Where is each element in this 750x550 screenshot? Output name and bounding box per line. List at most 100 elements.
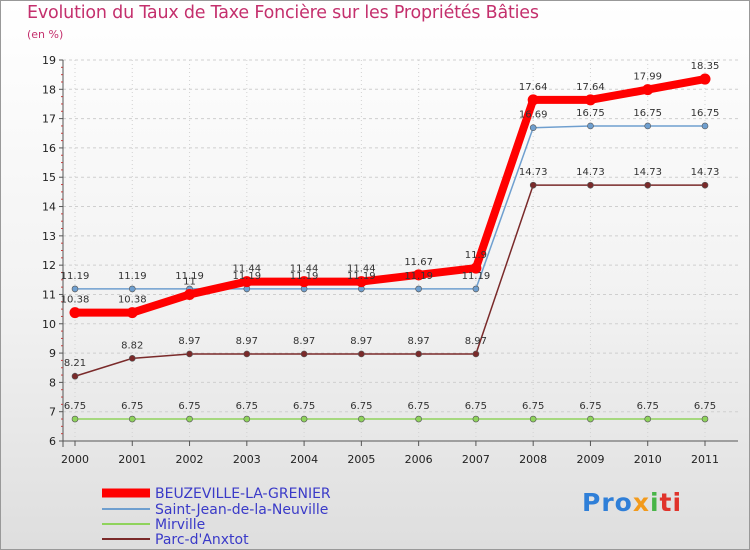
data-label: 6.75: [579, 401, 601, 412]
data-point-3: [644, 181, 652, 189]
data-point-1: [587, 122, 594, 130]
data-label: 6.75: [293, 401, 315, 412]
data-point-3: [186, 350, 193, 358]
data-point-2: [529, 415, 537, 423]
data-label: 8.97: [236, 336, 258, 347]
x-tick-label: 2007: [462, 453, 490, 466]
x-tick-label: 2011: [691, 453, 719, 466]
data-label: 6.75: [637, 401, 659, 412]
data-point-1: [701, 122, 709, 130]
y-tick-label: 18: [42, 83, 56, 96]
y-tick-label: 14: [42, 201, 56, 214]
x-tick-label: 2002: [176, 453, 204, 466]
y-tick-label: 10: [42, 318, 56, 331]
data-label: 16.75: [691, 108, 720, 119]
data-label: 8.97: [465, 336, 487, 347]
data-label: 6.75: [694, 401, 716, 412]
data-label: 11.19: [232, 271, 261, 282]
legend-label: Mirville: [155, 517, 205, 533]
data-point-3: [472, 350, 480, 358]
data-label: 6.75: [465, 401, 487, 412]
data-point-0: [355, 276, 367, 288]
data-point-0: [184, 288, 196, 300]
data-label: 6.75: [236, 401, 258, 412]
data-point-3: [529, 181, 537, 189]
data-label: 11.44: [290, 264, 319, 275]
data-point-2: [701, 415, 709, 423]
series-line-0: [71, 75, 709, 317]
data-label: 16.75: [633, 108, 662, 119]
data-label: 11.19: [404, 271, 433, 282]
data-point-3: [243, 350, 251, 358]
data-point-3: [71, 372, 79, 380]
data-point-3: [358, 350, 365, 358]
x-tick-label: 2003: [233, 453, 261, 466]
data-label: 11.44: [232, 264, 261, 275]
data-point-2: [243, 415, 251, 423]
data-label: 6.75: [350, 401, 372, 412]
y-tick-label: 8: [49, 376, 56, 389]
data-point-1: [128, 285, 136, 293]
data-label: 8.97: [408, 336, 430, 347]
data-point-1: [415, 285, 422, 293]
data-label: 16.75: [576, 108, 605, 119]
data-point-0: [470, 262, 482, 274]
x-tick-label: 2006: [405, 453, 433, 466]
data-point-2: [415, 415, 422, 423]
data-point-3: [587, 181, 594, 189]
data-point-3: [701, 181, 709, 189]
y-tick-label: 16: [42, 142, 56, 155]
data-label: 6.75: [178, 401, 200, 412]
data-point-1: [529, 124, 537, 132]
data-point-2: [71, 415, 79, 423]
proxiti-logo: Proxiti: [582, 488, 683, 517]
data-point-1: [71, 285, 79, 293]
x-tick-label: 2001: [118, 453, 146, 466]
data-point-0: [527, 94, 539, 106]
data-point-2: [186, 415, 193, 423]
data-label: 14.73: [633, 167, 662, 178]
data-point-3: [415, 350, 422, 358]
data-label: 6.75: [522, 401, 544, 412]
data-label: 16.69: [519, 110, 548, 121]
data-point-0: [642, 84, 654, 96]
data-label: 18.35: [691, 61, 720, 72]
data-point-2: [644, 415, 652, 423]
data-point-3: [128, 355, 136, 362]
data-label: 11.19: [118, 271, 147, 282]
data-label: 6.75: [121, 401, 143, 412]
legend-label: Parc-d'Anxtot: [155, 532, 249, 548]
legend-label: Saint-Jean-de-la-Neuville: [155, 502, 328, 518]
series-line-1: [74, 125, 706, 290]
x-tick-label: 2000: [61, 453, 89, 466]
data-point-2: [358, 415, 365, 423]
y-tick-label: 11: [42, 288, 56, 301]
x-tick-label: 2005: [347, 453, 375, 466]
y-tick-label: 15: [42, 171, 56, 184]
data-label: 11.67: [404, 257, 433, 268]
x-tick-label: 2004: [290, 453, 318, 466]
data-point-0: [699, 73, 711, 85]
data-label: 11.19: [175, 271, 204, 282]
data-label: 11.19: [290, 271, 319, 282]
data-point-0: [413, 269, 425, 281]
data-label: 17.99: [633, 72, 662, 83]
y-tick-label: 9: [49, 347, 56, 360]
data-point-3: [300, 350, 308, 358]
data-label: 8.21: [64, 358, 86, 369]
data-label: 8.97: [293, 336, 315, 347]
y-tick-label: 7: [49, 406, 56, 419]
data-point-0: [584, 94, 596, 106]
data-label: 10.38: [61, 295, 90, 306]
data-point-2: [587, 415, 594, 423]
data-point-0: [298, 276, 310, 288]
data-label: 8.82: [121, 340, 143, 351]
data-label: 14.73: [519, 167, 548, 178]
data-label: 11: [183, 276, 196, 287]
data-label: 8.97: [178, 336, 200, 347]
data-point-1: [644, 122, 652, 130]
data-label: 6.75: [408, 401, 430, 412]
data-label: 11.9: [465, 250, 487, 261]
data-label: 17.64: [576, 82, 605, 93]
